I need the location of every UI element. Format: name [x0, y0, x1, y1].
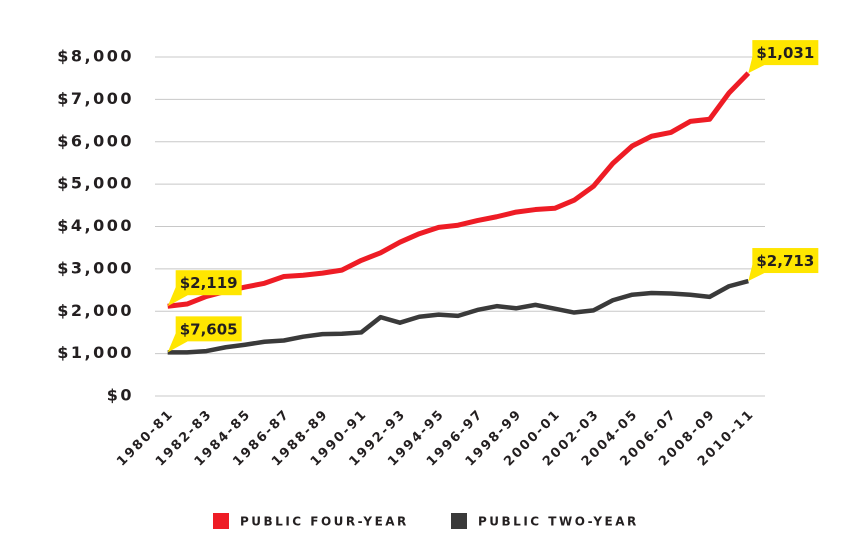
annotation-box	[752, 40, 819, 66]
y-tick-label: $5,000	[57, 174, 134, 193]
annotation: $7,605	[180, 320, 238, 338]
y-tick-label: $3,000	[57, 258, 134, 277]
annotation: $2,713	[756, 252, 814, 270]
y-tick-label: $4,000	[57, 216, 134, 235]
y-tick-label: $7,000	[57, 89, 134, 108]
y-tick-label: $0	[107, 386, 134, 405]
legend-label: PUBLIC TWO-YEAR	[478, 515, 639, 529]
line-series	[167, 278, 749, 355]
y-tick-label: $2,000	[57, 301, 134, 320]
annotation-box	[175, 316, 242, 342]
y-tick-label: $6,000	[57, 131, 134, 150]
annotation: $2,119	[180, 274, 238, 292]
annotation-box	[752, 248, 819, 274]
legend-swatch	[451, 513, 467, 529]
y-tick-label: $8,000	[57, 47, 134, 66]
line-series	[167, 71, 751, 309]
legend-swatch	[213, 513, 229, 529]
y-tick-label: $1,000	[57, 343, 134, 362]
legend-label: PUBLIC FOUR-YEAR	[240, 515, 409, 529]
annotation: $1,031	[756, 44, 814, 62]
annotation-box	[175, 270, 242, 296]
